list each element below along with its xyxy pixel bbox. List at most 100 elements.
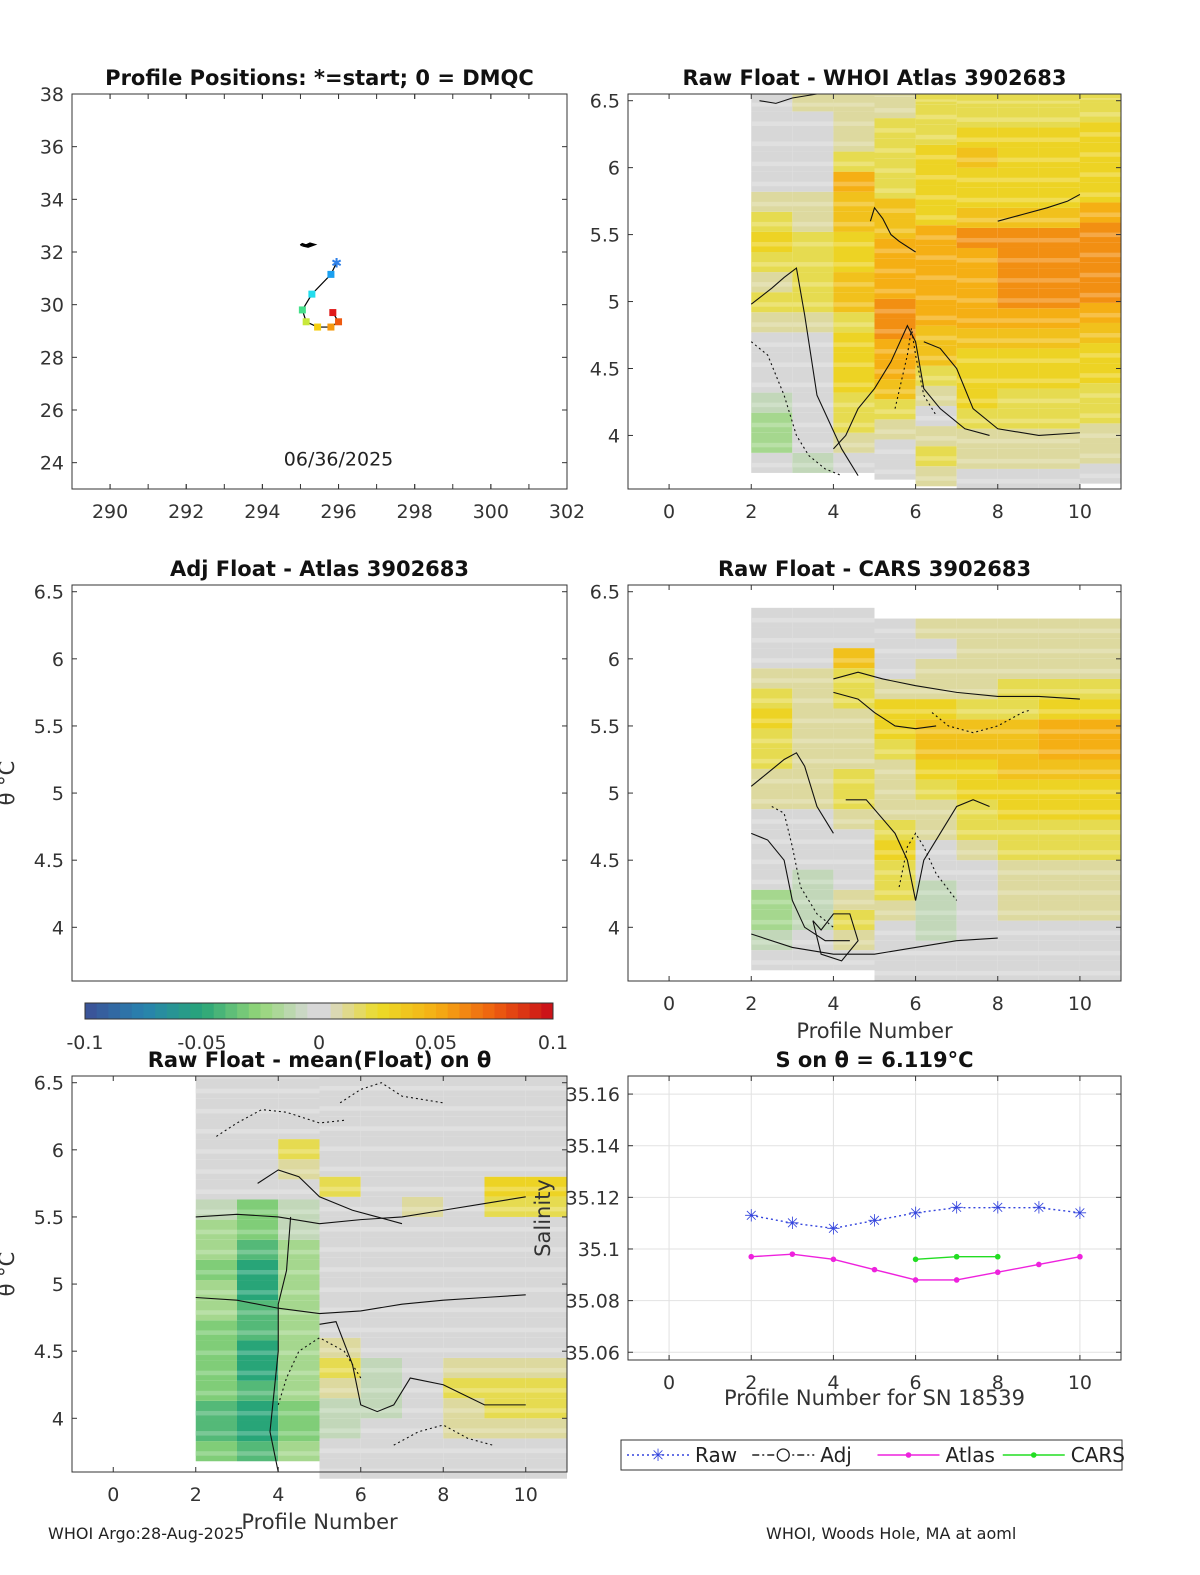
- heat-cell-band: [915, 789, 957, 795]
- heat-cell: [402, 1216, 444, 1238]
- data-point-raw: ✳: [908, 1204, 922, 1224]
- heat-cell-band: [751, 462, 793, 468]
- data-point-atlas: [1036, 1261, 1042, 1268]
- heat-cell: [484, 1317, 526, 1338]
- heat-cell-band: [237, 1310, 279, 1315]
- heat-cell-band: [833, 819, 875, 824]
- y-tick-label: 36: [40, 137, 64, 159]
- y-tick-label: 6.5: [34, 1073, 64, 1095]
- y-tick-label: 5: [52, 783, 64, 805]
- heat-cell-band: [874, 148, 916, 153]
- heat-cell-band: [915, 910, 957, 916]
- heat-cell: [874, 459, 916, 480]
- heat-cell-band: [1038, 358, 1080, 363]
- heat-cell: [443, 1156, 485, 1177]
- heat-cell: [997, 368, 1039, 389]
- heat-cell-band: [1079, 950, 1121, 956]
- heat-cell-band: [195, 1370, 237, 1376]
- heat-cell-band: [751, 899, 793, 905]
- heat-cell-band: [443, 1388, 485, 1393]
- data-point-atlas: [1077, 1253, 1083, 1260]
- heat-cell: [319, 1317, 361, 1338]
- heat-cell-band: [833, 221, 875, 227]
- heat-cell-band: [195, 1169, 237, 1174]
- colorbar-swatch: [131, 1003, 144, 1019]
- heat-cell-band: [278, 1330, 320, 1335]
- chart-title: Profile Positions: *=start; 0 = DMQC: [105, 66, 534, 90]
- heat-cell-band: [1079, 749, 1121, 754]
- heat-cell-band: [956, 870, 998, 875]
- colorbar-swatch: [202, 1003, 215, 1019]
- heat-cell-band: [402, 1327, 444, 1333]
- heat-cell-band: [360, 1468, 402, 1474]
- heat-cell-band: [1038, 298, 1080, 303]
- heat-cell-band: [792, 879, 834, 885]
- heat-cell: [195, 1380, 237, 1401]
- data-point-atlas: [953, 1277, 960, 1283]
- heat-cell-band: [833, 778, 875, 784]
- heat-cell-band: [874, 870, 916, 875]
- heat-cell-band: [1038, 689, 1080, 694]
- heat-cell-band: [792, 362, 834, 367]
- heat-cell-band: [237, 1129, 279, 1134]
- heat-cell-band: [402, 1367, 444, 1373]
- heat-cell-band: [874, 96, 916, 97]
- heat-cell-band: [956, 197, 998, 203]
- y-tick-label: 6: [52, 1140, 64, 1162]
- profile-position-marker: [314, 323, 322, 331]
- contour-line: [750, 267, 859, 476]
- heat-cell-band: [751, 322, 793, 327]
- heat-cell-band: [402, 1106, 444, 1111]
- contour-line: [216, 1108, 345, 1137]
- heat-cell-band: [915, 375, 957, 381]
- y-tick-label: 4: [608, 425, 620, 447]
- y-tick-label: 32: [40, 242, 64, 264]
- heat-cell: [1079, 343, 1121, 364]
- heat-cell-band: [278, 1249, 320, 1255]
- heat-cell-band: [792, 462, 834, 468]
- heat-cell-band: [360, 1247, 402, 1252]
- heat-cell-band: [792, 161, 834, 167]
- heat-cell-band: [915, 195, 957, 200]
- raw-cars-panel: 0 2 4 6 8 10 4 4.5 5 5.5 6 6.5 Raw Float - CARS 3902…: [590, 557, 1122, 1043]
- heat-cell-band: [195, 1149, 237, 1154]
- heat-cell-band: [319, 1227, 361, 1232]
- heat-cell-band: [195, 1290, 237, 1295]
- heat-cell-band: [278, 1431, 320, 1436]
- heat-cell-band: [1079, 192, 1121, 197]
- y-tick-label: 35.12: [566, 1187, 620, 1209]
- heat-cell: [833, 111, 875, 132]
- heat-cell-band: [997, 217, 1039, 223]
- heat-cell-band: [792, 382, 834, 388]
- heat-cell-band: [525, 1267, 567, 1272]
- heat-cell: [319, 1216, 361, 1238]
- heat-cell-band: [237, 1149, 279, 1154]
- heat-cell-band: [1038, 709, 1080, 714]
- heat-cell-band: [874, 208, 916, 214]
- heat-cell-band: [1079, 292, 1121, 298]
- heat-cell-band: [792, 221, 834, 227]
- coastline: [299, 242, 318, 248]
- heat-cell-band: [1038, 930, 1080, 936]
- heat-cell-band: [525, 1448, 567, 1454]
- heat-cell-band: [1038, 157, 1080, 163]
- data-point-atlas: [994, 1269, 1001, 1276]
- heat-cell-band: [997, 850, 1039, 855]
- heat-cell-band: [1079, 930, 1121, 936]
- y-tick-label: 34: [40, 189, 64, 211]
- contour-line: [997, 193, 1081, 222]
- heat-cell-band: [1038, 338, 1080, 343]
- x-tick-label: 10: [514, 1484, 538, 1506]
- heat-cell-band: [525, 1347, 567, 1353]
- heat-cell-band: [751, 658, 793, 663]
- heat-cell-band: [525, 1327, 567, 1333]
- heat-cell-band: [956, 890, 998, 895]
- heat-cell-band: [319, 1186, 361, 1192]
- heat-cell-band: [402, 1428, 444, 1433]
- heat-cell-band: [1079, 112, 1121, 117]
- heat-cell: [443, 1317, 485, 1338]
- heat-cell-band: [997, 237, 1039, 243]
- heat-cell-band: [751, 102, 793, 107]
- heat-cell-band: [319, 1126, 361, 1131]
- heat-cell-band: [915, 416, 957, 421]
